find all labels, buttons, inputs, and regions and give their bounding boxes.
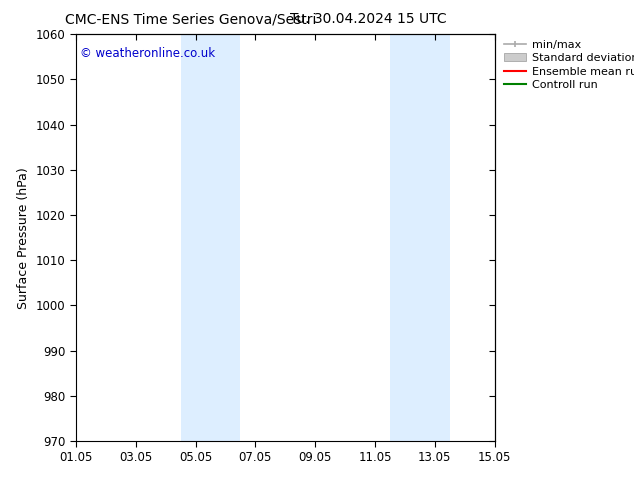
Y-axis label: Surface Pressure (hPa): Surface Pressure (hPa) bbox=[17, 167, 30, 309]
Text: Tu. 30.04.2024 15 UTC: Tu. 30.04.2024 15 UTC bbox=[290, 12, 447, 26]
Legend: min/max, Standard deviation, Ensemble mean run, Controll run: min/max, Standard deviation, Ensemble me… bbox=[504, 40, 634, 90]
Bar bbox=[390, 34, 450, 441]
Text: CMC-ENS Time Series Genova/Sestri: CMC-ENS Time Series Genova/Sestri bbox=[65, 12, 317, 26]
Text: © weatheronline.co.uk: © weatheronline.co.uk bbox=[81, 47, 216, 59]
Bar bbox=[181, 34, 240, 441]
